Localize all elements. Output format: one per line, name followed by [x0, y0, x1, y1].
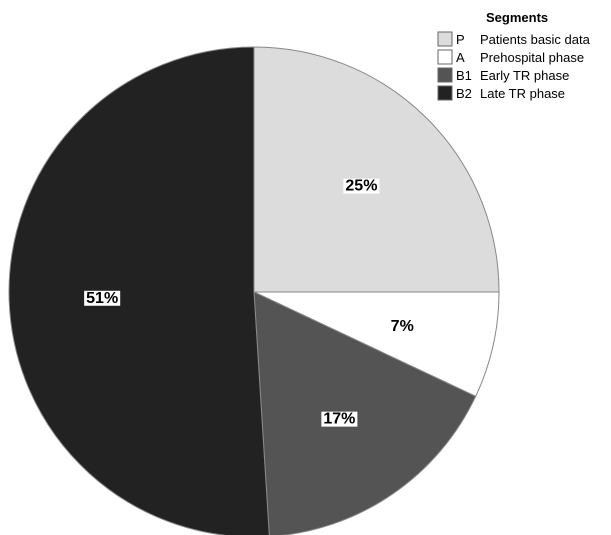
pie-label-bg-p	[343, 178, 380, 194]
pie-slice-b1	[253, 291, 477, 535]
legend-label-a: Prehospital phase	[480, 50, 584, 65]
pie-label-b1: 17%	[323, 411, 355, 428]
legend-code-b1: B1	[456, 68, 472, 83]
pie-label-a: 7%	[391, 318, 414, 335]
legend-title: Segments	[486, 10, 548, 25]
legend-code-p: P	[456, 32, 465, 47]
pie-label-bg-b2	[84, 290, 121, 306]
pie-labels: 25% 7% 17% 51%	[84, 178, 416, 428]
legend-code-b2: B2	[456, 86, 472, 101]
pie-slices	[8, 46, 500, 535]
legend-label-p: Patients basic data	[480, 32, 591, 47]
legend-label-b1: Early TR phase	[480, 68, 569, 83]
legend-items: P Patients basic data A Prehospital phase B1…	[437, 31, 591, 101]
legend-swatch-b2	[437, 85, 453, 101]
pie-slice-a	[253, 291, 500, 397]
pie-slice-b2	[8, 46, 270, 535]
legend-code-a: A	[456, 50, 465, 65]
legend: Segments P Patients basic data A Prehospita…	[437, 10, 591, 101]
legend-label-b2: Late TR phase	[480, 86, 565, 101]
legend-swatch-p	[437, 31, 453, 47]
pie-label-p: 25%	[345, 178, 377, 195]
legend-swatch-a	[437, 49, 453, 65]
pie-label-b2: 51%	[86, 290, 118, 307]
legend-swatch-b1	[437, 67, 453, 83]
pie-label-bg-b1	[321, 411, 358, 427]
pie-label-bg-a	[388, 319, 416, 335]
pie-slice-p	[253, 46, 500, 293]
